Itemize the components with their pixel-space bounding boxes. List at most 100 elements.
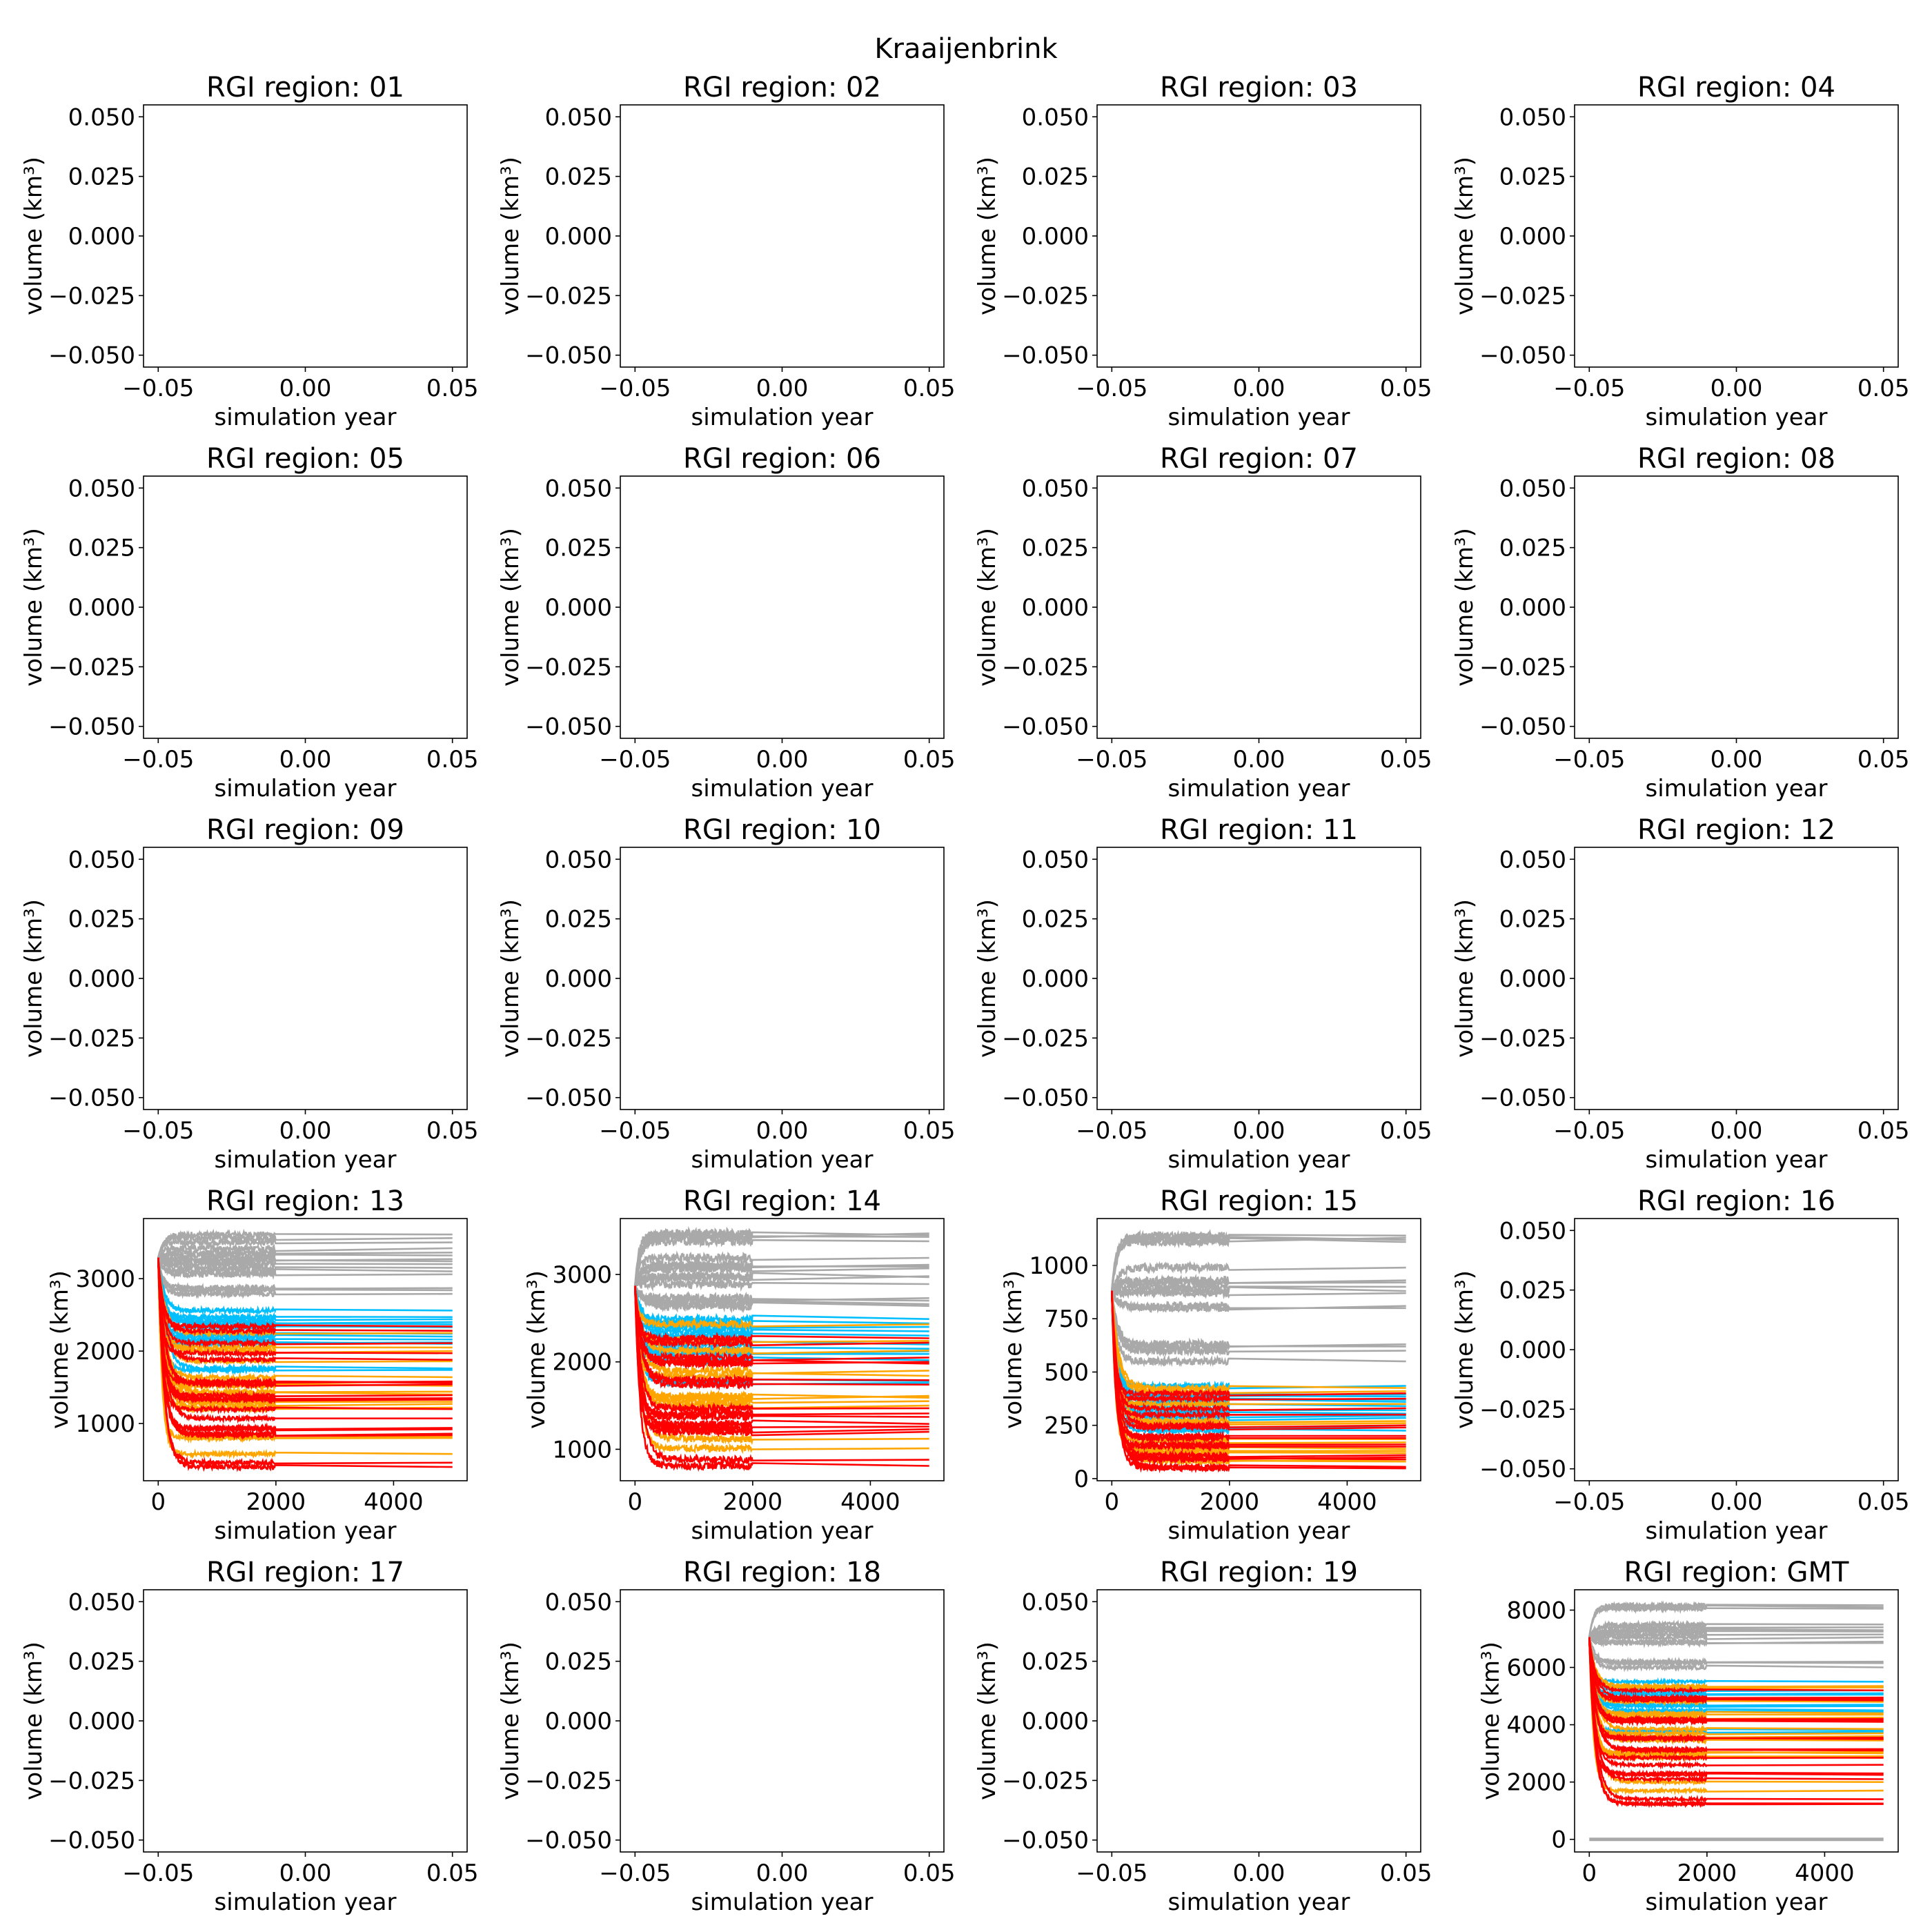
x-tick-label: 4000 [1795, 1860, 1855, 1887]
series-line-gray [1588, 1619, 1884, 1638]
y-tick-label: 0.050 [1022, 846, 1089, 874]
subplot-rgi-region-04: −0.05 0.00 0.05 −0.050 −0.025 0.000 0.025 0.050… [1451, 72, 1910, 431]
subplot-rgi-region-13: 0 2000 4000 1000 2000 3000 RGI region: 13 simul… [46, 1185, 468, 1545]
series-line-red [634, 1285, 929, 1423]
y-tick-label: 0.025 [1499, 164, 1566, 191]
subplot-rgi-region-16: −0.05 0.00 0.05 −0.050 −0.025 0.000 0.025 0.050… [1451, 1185, 1910, 1545]
series-line-blue [1588, 1637, 1884, 1711]
series-line-red [1111, 1290, 1406, 1474]
series-line-red [157, 1257, 453, 1440]
y-tick-label: −0.025 [1479, 1396, 1566, 1423]
plot-lines [634, 1225, 929, 1472]
y-tick-label: 0.050 [1022, 475, 1089, 502]
y-tick-label: 0.000 [545, 594, 612, 622]
x-axis-label: simulation year [1168, 1517, 1350, 1545]
series-line-gray [1111, 1290, 1406, 1368]
y-tick-label: 0.050 [1499, 103, 1566, 131]
axes-frame [620, 1218, 945, 1481]
series-line-red [1588, 1637, 1884, 1784]
series-line-red [1111, 1290, 1406, 1461]
series-line-gray [1111, 1285, 1406, 1300]
series-line-red [634, 1285, 929, 1467]
axes-frame [1096, 475, 1421, 739]
series-line-red [157, 1257, 453, 1468]
x-axis-label: simulation year [691, 1517, 874, 1545]
x-tick-label: 0.05 [1857, 746, 1910, 773]
series-line-red [1111, 1290, 1406, 1466]
y-axis-label: volume (km³) [974, 899, 1001, 1058]
y-tick-label: 0.000 [1022, 594, 1089, 622]
plot-lines [157, 1228, 453, 1472]
x-tick-label: 0.00 [1711, 1117, 1763, 1145]
subplot-rgi-region-gmt: 0 2000 4000 0 2000 4000 6000 8000 RGI region: GM… [1477, 1557, 1899, 1916]
series-line-red [1588, 1637, 1884, 1744]
y-tick-label: −0.050 [48, 713, 135, 741]
y-axis-label: volume (km³) [1477, 1642, 1505, 1800]
series-line-gray [157, 1257, 453, 1294]
series-line-gray [1111, 1235, 1406, 1291]
y-tick-label: 0.000 [1022, 1708, 1089, 1735]
x-axis-label: simulation year [1646, 1517, 1828, 1545]
subplot-title: RGI region: 18 [683, 1557, 881, 1588]
series-line-gray [157, 1257, 453, 1280]
x-tick-label: −0.05 [122, 375, 194, 402]
y-axis-label: volume (km³) [1451, 528, 1479, 687]
subplot-title: RGI region: 05 [206, 443, 404, 475]
x-tick-label: 0.00 [756, 1117, 809, 1145]
plot-lines [1111, 1229, 1406, 1474]
x-axis-label: simulation year [1168, 1146, 1350, 1174]
y-tick-label: 3000 [552, 1261, 612, 1289]
y-tick-label: 0.050 [68, 846, 135, 874]
y-tick-label: −0.025 [48, 1767, 135, 1795]
x-tick-label: −0.05 [1076, 375, 1147, 402]
series-line-red [1588, 1637, 1884, 1705]
x-tick-label: 0.00 [756, 375, 809, 402]
x-tick-label: 0.05 [426, 375, 479, 402]
y-tick-label: 0.000 [68, 965, 135, 993]
y-tick-label: −0.050 [1002, 1085, 1089, 1112]
series-line-orange [1588, 1637, 1884, 1735]
series-line-red [157, 1257, 453, 1365]
x-tick-label: 0.05 [1380, 1117, 1432, 1145]
x-tick-label: 4000 [840, 1488, 900, 1516]
axes-frame [1574, 475, 1899, 739]
series-line-orange [1111, 1290, 1406, 1427]
y-tick-label: −0.050 [48, 1085, 135, 1112]
x-axis-label: simulation year [691, 1146, 874, 1174]
plot-lines [1588, 1600, 1884, 1842]
y-tick-label: −0.050 [525, 1827, 612, 1855]
y-tick-label: 0.025 [1022, 164, 1089, 191]
series-line-blue [1588, 1637, 1884, 1686]
axes-frame [620, 1589, 945, 1853]
y-tick-label: −0.025 [1479, 1025, 1566, 1052]
series-line-orange [634, 1285, 929, 1446]
y-tick-label: 3000 [75, 1265, 135, 1293]
series-line-red [634, 1285, 929, 1415]
series-line-red [1111, 1290, 1406, 1404]
x-tick-label: −0.05 [1076, 1117, 1147, 1145]
x-tick-label: 0.05 [903, 746, 956, 773]
subplot-title: RGI region: 19 [1160, 1557, 1358, 1588]
subplot-title: RGI region: 11 [1160, 814, 1358, 846]
axes-frame [620, 847, 945, 1110]
series-line-red [1588, 1637, 1884, 1724]
y-tick-label: 2000 [1506, 1769, 1566, 1797]
subplot-title: RGI region: 16 [1637, 1185, 1835, 1217]
y-tick-label: 1000 [552, 1436, 612, 1463]
series-line-orange [1588, 1637, 1884, 1718]
subplot-title: RGI region: GMT [1624, 1557, 1850, 1588]
y-tick-label: −0.025 [1479, 653, 1566, 681]
y-axis-label: volume (km³) [20, 899, 48, 1058]
series-line-blue [157, 1257, 453, 1316]
y-tick-label: 0.000 [1499, 1337, 1566, 1364]
y-tick-label: 0.050 [545, 475, 612, 502]
axes-frame [620, 475, 945, 739]
series-line-gray [1111, 1290, 1406, 1352]
y-tick-label: −0.025 [48, 1025, 135, 1052]
y-tick-label: 0.000 [68, 223, 135, 250]
y-tick-label: −0.025 [1002, 1025, 1089, 1052]
x-axis-label: simulation year [1168, 404, 1350, 431]
y-tick-label: 0.025 [68, 535, 135, 562]
series-line-gray [157, 1250, 453, 1263]
